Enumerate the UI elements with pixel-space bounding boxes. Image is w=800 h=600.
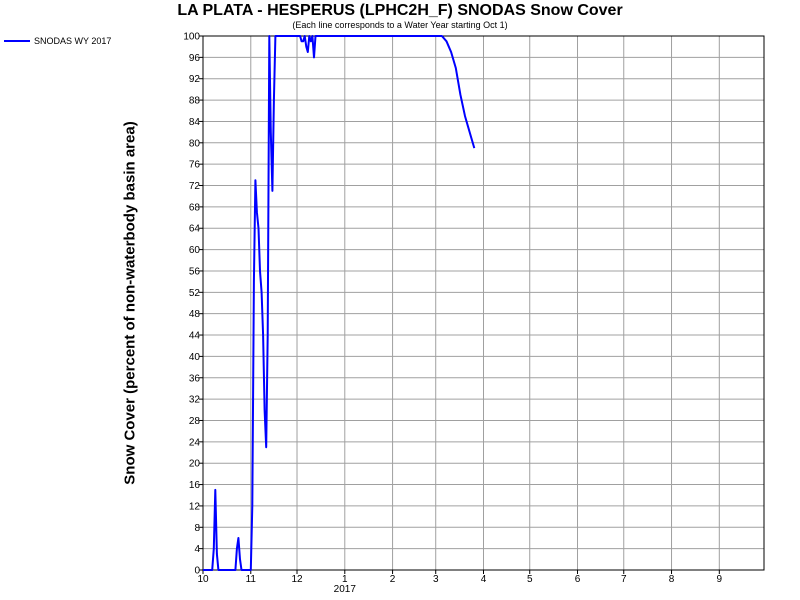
series-line bbox=[203, 35, 476, 571]
x-tick-label: 1 bbox=[342, 574, 348, 585]
y-tick-label: 88 bbox=[189, 96, 201, 107]
x-tick-label: 10 bbox=[197, 574, 209, 585]
x-tick-label: 2 bbox=[390, 574, 396, 585]
y-tick-label: 40 bbox=[189, 352, 201, 363]
x-tick-label: 8 bbox=[669, 574, 675, 585]
grid-lines bbox=[203, 35, 764, 571]
y-tick-label: 60 bbox=[189, 245, 201, 256]
y-tick-label: 44 bbox=[189, 331, 201, 342]
chart-title: LA PLATA - HESPERUS (LPHC2H_F) SNODAS Sn… bbox=[177, 2, 623, 19]
y-tick-label: 24 bbox=[189, 437, 201, 448]
x-tick-label: 7 bbox=[621, 574, 627, 585]
y-tick-label: 32 bbox=[189, 395, 201, 406]
y-tick-label: 36 bbox=[189, 373, 201, 384]
y-tick-label: 52 bbox=[189, 288, 201, 299]
series-lines bbox=[203, 35, 476, 571]
y-tick-label: 84 bbox=[189, 117, 201, 128]
x-year-label: 2017 bbox=[334, 584, 357, 595]
x-tick-label: 4 bbox=[481, 574, 487, 585]
x-tick-label: 9 bbox=[717, 574, 723, 585]
x-tick-label: 5 bbox=[527, 574, 533, 585]
x-tick-label: 11 bbox=[246, 574, 257, 585]
legend-swatch bbox=[4, 40, 30, 42]
y-tick-label: 80 bbox=[189, 138, 201, 149]
y-tick-label: 100 bbox=[183, 32, 200, 43]
y-tick-label: 48 bbox=[189, 309, 201, 320]
y-tick-label: 28 bbox=[189, 416, 201, 427]
y-tick-label: 4 bbox=[194, 544, 200, 555]
x-tick-label: 3 bbox=[433, 574, 439, 585]
y-tick-label: 20 bbox=[189, 459, 201, 470]
y-tick-label: 68 bbox=[189, 202, 201, 213]
y-tick-label: 16 bbox=[189, 480, 201, 491]
y-tick-label: 56 bbox=[189, 266, 201, 277]
y-axis: 0481216202428323640444852566064687276808… bbox=[183, 32, 203, 577]
legend: SNODAS WY 2017 bbox=[4, 36, 111, 46]
y-tick-label: 76 bbox=[189, 160, 201, 171]
y-tick-label: 64 bbox=[189, 224, 201, 235]
x-tick-label: 12 bbox=[291, 574, 303, 585]
y-tick-label: 96 bbox=[189, 53, 201, 64]
x-tick-label: 6 bbox=[575, 574, 581, 585]
y-tick-label: 8 bbox=[194, 523, 200, 534]
y-tick-label: 92 bbox=[189, 74, 201, 85]
y-tick-label: 0 bbox=[194, 566, 200, 577]
chart-subtitle: (Each line corresponds to a Water Year s… bbox=[292, 20, 508, 30]
y-tick-label: 12 bbox=[189, 501, 201, 512]
legend-label: SNODAS WY 2017 bbox=[34, 36, 112, 46]
y-tick-label: 72 bbox=[189, 181, 201, 192]
